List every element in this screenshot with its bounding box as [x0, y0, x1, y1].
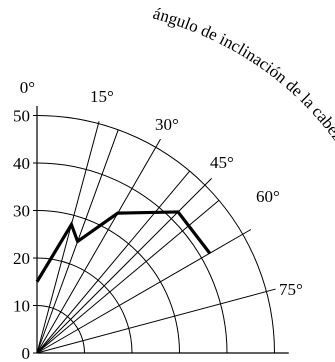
data-point: [70, 224, 72, 226]
data-point: [209, 252, 211, 254]
radial-tick-label: 30: [13, 202, 30, 221]
spoke-40: [36, 170, 191, 354]
angle-label-30: 30°: [155, 115, 179, 134]
spoke-45: [36, 177, 213, 354]
radial-tick-label: 50: [13, 107, 30, 126]
data-point: [177, 211, 179, 213]
radial-tick-label: 0: [22, 344, 31, 362]
angle-label-75: 75°: [279, 280, 303, 299]
series-line-0: [35, 210, 212, 283]
axes: [33, 106, 289, 354]
spoke-15: [36, 121, 100, 354]
data-point: [36, 281, 38, 283]
angle-label-0: 0°: [20, 78, 35, 97]
radial-tick-label: 20: [13, 249, 30, 268]
radial-tick-label: 10: [13, 297, 30, 316]
grid: [36, 115, 276, 354]
angle-label-45: 45°: [210, 153, 234, 172]
data-point: [77, 240, 79, 242]
labels: 0 10 20 30 40 50 0° 15° 30° 45° 60° 75°: [13, 78, 303, 362]
radial-tick-label: 40: [13, 154, 30, 173]
spoke-30: [36, 138, 161, 354]
data-point: [117, 212, 119, 214]
series: [35, 210, 212, 283]
angle-label-60: 60°: [256, 187, 280, 206]
spoke-75: [36, 288, 276, 354]
spoke-60: [36, 229, 252, 354]
angle-label-15: 15°: [90, 87, 114, 106]
